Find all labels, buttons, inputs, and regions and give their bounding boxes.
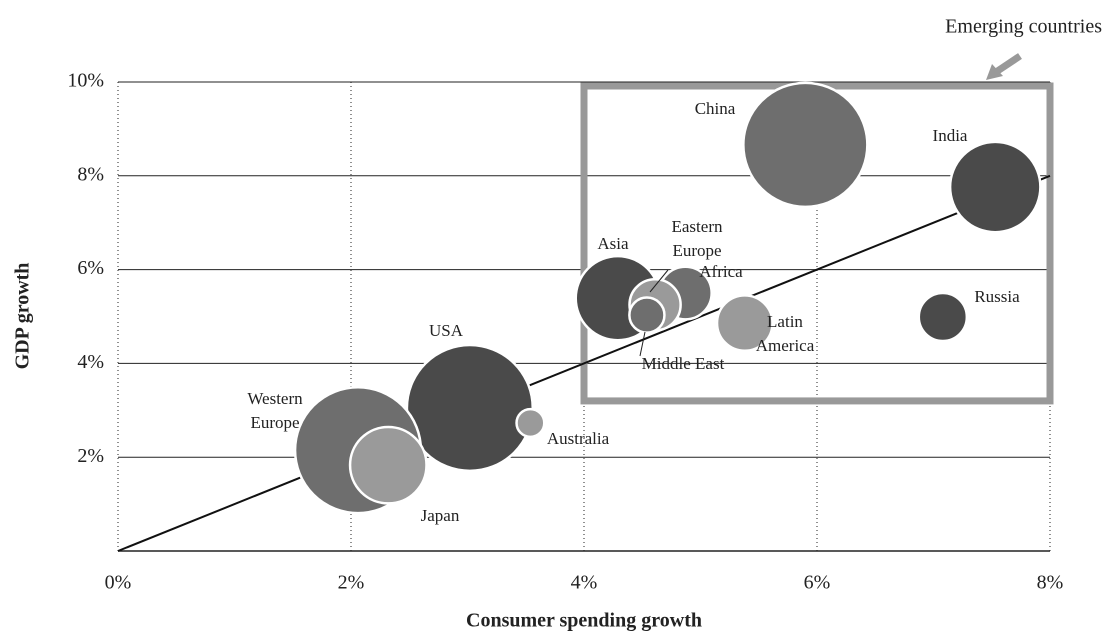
bubble xyxy=(405,343,535,473)
bubble-label: Australia xyxy=(547,429,610,448)
annotation-arrowhead xyxy=(986,64,1003,80)
bubble xyxy=(515,407,546,439)
y-tick-label: 10% xyxy=(67,70,104,92)
bubble-label: Middle East xyxy=(642,354,725,373)
bubble-label: USA xyxy=(429,321,464,340)
bubble-label: Asia xyxy=(597,234,629,253)
bubble xyxy=(348,425,428,505)
leader-line xyxy=(649,269,669,293)
bubble xyxy=(715,294,774,353)
bubble-label: Western Europe xyxy=(247,389,303,432)
annotation-arrow xyxy=(994,53,1022,75)
bubble xyxy=(917,291,969,343)
bubble xyxy=(742,81,869,209)
x-tick-label: 2% xyxy=(338,572,365,594)
bubble-label: Africa xyxy=(699,262,743,281)
bubble-label: Eastern Europe xyxy=(672,217,723,260)
bubble-label: China xyxy=(695,99,736,118)
bubble-label: India xyxy=(933,126,968,145)
y-tick-label: 6% xyxy=(77,257,104,279)
bubble-label: Russia xyxy=(974,287,1020,306)
bubble-label: Latin America xyxy=(756,312,815,355)
trend-line xyxy=(117,174,1051,552)
bubble-label: Japan xyxy=(421,506,460,525)
bubble xyxy=(628,296,666,334)
y-tick-label: 2% xyxy=(77,445,104,467)
y-tick-label: 4% xyxy=(77,351,104,373)
leader-line xyxy=(639,331,646,357)
x-tick-label: 6% xyxy=(804,572,831,594)
x-tick-label: 0% xyxy=(105,572,132,594)
x-tick-label: 4% xyxy=(571,572,598,594)
annotation-text: Emerging countries xyxy=(945,16,1102,38)
x-axis-title: Consumer spending growth xyxy=(466,610,702,632)
x-tick-label: 8% xyxy=(1037,572,1064,594)
bubble xyxy=(948,140,1042,234)
y-axis-title: GDP growth xyxy=(12,263,34,370)
y-tick-label: 8% xyxy=(77,163,104,185)
